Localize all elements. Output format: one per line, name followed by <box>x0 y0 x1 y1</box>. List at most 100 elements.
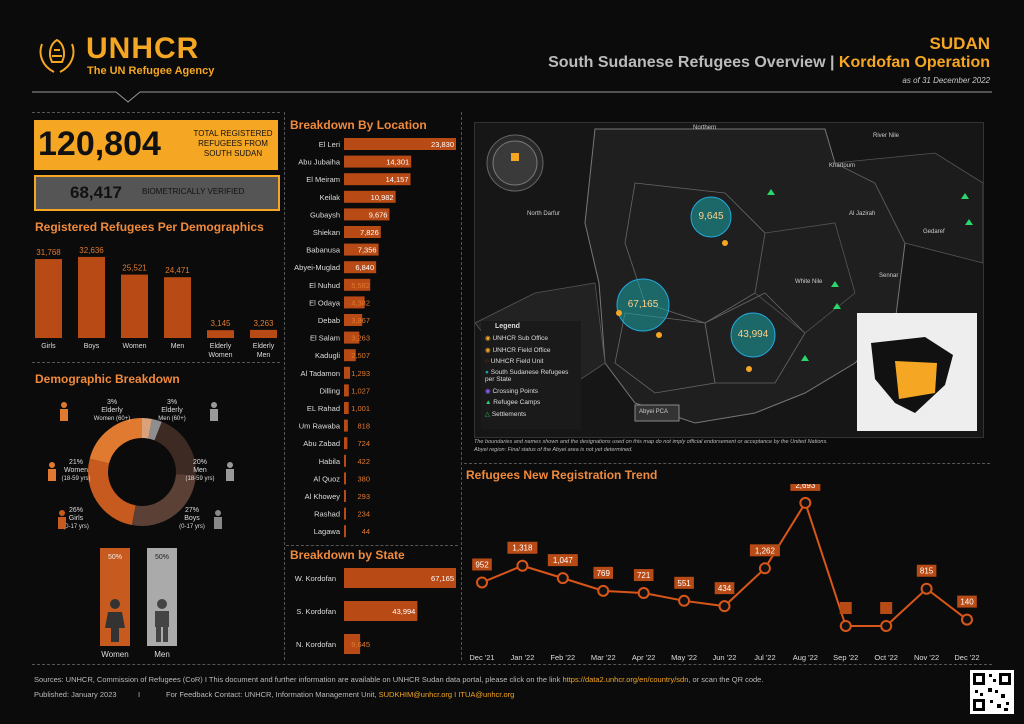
woman-figure-icon <box>105 599 125 642</box>
location-bar <box>344 366 351 379</box>
demographic-bar <box>121 274 148 338</box>
x-tick-label: Sep '22 <box>833 653 858 662</box>
location-bar <box>344 226 381 238</box>
data-label: 721 <box>637 571 651 580</box>
bar-value-label: 1,001 <box>351 404 370 413</box>
demo-breakdown-title: Demographic Breakdown <box>35 372 180 386</box>
demographic-bar <box>164 277 191 338</box>
donut-label: Elderly <box>161 407 183 414</box>
bar-category-label: Abu Zabad <box>303 439 340 448</box>
location-bar <box>344 419 348 432</box>
location-bar <box>344 384 349 397</box>
location-bar <box>344 634 361 654</box>
x-tick-label: Jan '22 <box>510 653 534 662</box>
location-bar <box>344 314 363 326</box>
donut-label: 27% <box>185 507 199 514</box>
x-tick-label: Oct '22 <box>874 653 898 662</box>
donut-label: 3% <box>107 399 117 406</box>
trend-point <box>556 572 569 585</box>
bar-category-label: El Nuhud <box>309 281 340 290</box>
bar-category-label: Al Quoz <box>313 474 340 483</box>
person-icon <box>215 510 221 516</box>
location-bar <box>344 507 346 520</box>
data-label: 815 <box>920 567 934 576</box>
bar-category-label: Habila <box>319 457 341 466</box>
bar-category-label: Men <box>171 343 185 350</box>
bar-value-label: 1,027 <box>351 386 370 395</box>
donut-slice <box>88 458 137 526</box>
location-title: Breakdown By Location <box>290 118 427 132</box>
demographic-bar <box>78 256 105 338</box>
person-icon <box>211 402 217 408</box>
legend-item: ▲ Refugee Camps <box>485 399 541 406</box>
trend-point <box>516 559 529 572</box>
bar-value-label: 724 <box>357 439 370 448</box>
location-bar <box>344 472 346 485</box>
trend-point <box>476 576 488 589</box>
separator <box>32 362 280 363</box>
bar-category-label: Abyei-Muglad <box>294 263 340 272</box>
total-kpi-box: 120,804 TOTAL REGISTERED REFUGEES FROM S… <box>34 120 278 170</box>
donut-slice <box>141 418 153 439</box>
gender-split: 50% 50% Women Men <box>100 548 190 660</box>
map-label-river-nile: River Nile <box>873 133 900 139</box>
donut-label: Elderly <box>101 407 123 414</box>
footer-sep: I <box>138 690 141 699</box>
bar-category-label: Women <box>123 343 147 350</box>
bar-category-label: Keilak <box>320 193 341 202</box>
trend-point <box>961 613 973 626</box>
person-icon <box>214 517 222 529</box>
header-divider <box>32 91 992 103</box>
data-label-box <box>749 544 780 557</box>
verified-kpi-box: 68,417 BIOMETRICALLY VERIFIED <box>34 175 280 211</box>
trend-point <box>718 600 731 613</box>
demographic-bar <box>207 330 234 338</box>
unhcr-logo <box>34 34 80 76</box>
bar-value-label: 14,157 <box>386 175 409 184</box>
bar-value-label: 24,471 <box>165 266 190 275</box>
org-name: UNHCR <box>86 32 200 65</box>
donut-slice <box>89 418 143 465</box>
bar-value-label: 7,356 <box>358 246 377 255</box>
legend-item: △ Settlements <box>485 411 527 418</box>
location-bar <box>344 601 418 621</box>
data-label-box <box>957 595 977 608</box>
bar-category-label: Elderly <box>253 343 275 350</box>
contact-emails[interactable]: SUDKHIM@unhcr.org I ITUA@unhcr.org <box>378 690 515 699</box>
bar-category-label: Dilling <box>320 386 340 395</box>
donut-slice <box>131 473 196 526</box>
total-value: 120,804 <box>38 125 161 163</box>
bar-value-label: 2,507 <box>351 351 370 360</box>
data-portal-link[interactable]: https://data2.unhcr.org/en/country/sdn <box>562 675 689 684</box>
x-tick-label: Dec '21 <box>469 653 494 662</box>
location-bar <box>344 261 377 274</box>
data-label-box <box>507 541 538 554</box>
bar-category-label: Abu Jubaiha <box>298 158 341 167</box>
separator <box>32 664 992 665</box>
verified-value: 68,417 <box>70 183 122 202</box>
map-disclaimer-1: The boundaries and names shown and the d… <box>474 439 828 445</box>
qr-code[interactable] <box>970 670 1014 714</box>
location-bar <box>344 190 396 203</box>
location-bar <box>344 155 412 168</box>
bar-value-label: 3,867 <box>351 316 370 325</box>
legend-item: ◉ UNHCR Sub Office <box>485 335 548 342</box>
country-title: SUDAN <box>929 34 990 53</box>
bar-value-label: 4,382 <box>351 298 370 307</box>
data-label: 1,047 <box>553 556 574 565</box>
donut-slice <box>148 418 162 441</box>
trend-point <box>799 496 812 509</box>
bar-value-label: 6,840 <box>355 263 374 272</box>
donut-label: Men (60+) <box>158 416 186 422</box>
data-label-box <box>633 569 654 582</box>
women-pct: 50% <box>107 554 122 561</box>
men-pct: 50% <box>154 554 169 561</box>
person-icon <box>61 402 67 408</box>
bar-value-label: 67,165 <box>431 574 454 583</box>
data-label: 769 <box>597 569 611 578</box>
location-bar <box>344 296 365 309</box>
trend-point <box>920 582 933 595</box>
map-panel[interactable]: Northern River Nile North Darfur Khartou… <box>474 122 984 438</box>
location-bar <box>344 402 349 414</box>
donut-label: (0-17 yrs) <box>179 524 205 530</box>
